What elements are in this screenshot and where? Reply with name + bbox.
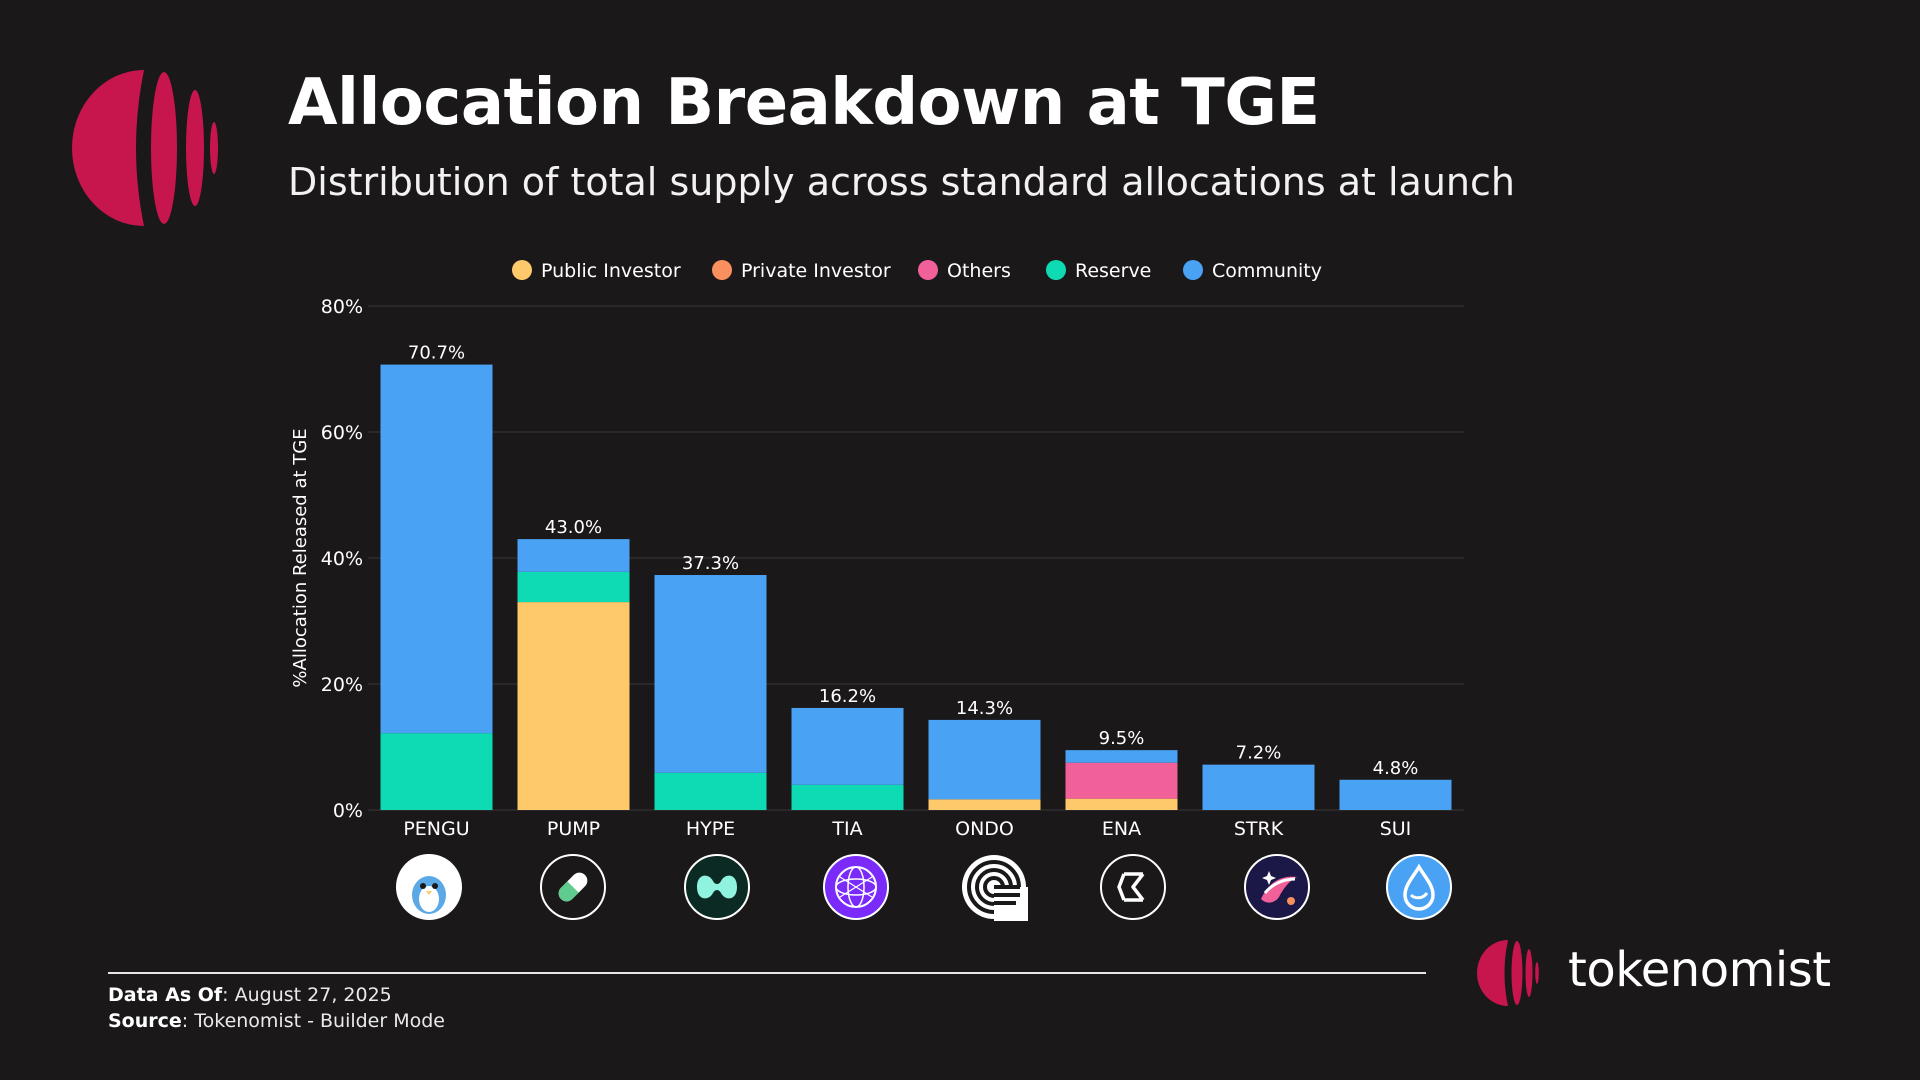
legend-label: Public Investor	[541, 260, 681, 282]
data-as-of: Data As Of: August 27, 2025	[108, 984, 392, 1006]
tokenomist-logo-icon	[71, 69, 218, 226]
x-tick-label: PUMP	[547, 818, 600, 840]
y-axis-label: %Allocation Released at TGE	[290, 428, 311, 687]
legend-item-community[interactable]: Community	[1183, 260, 1322, 282]
bar-segment-community	[1202, 764, 1315, 810]
brand-name: tokenomist	[1568, 942, 1831, 998]
x-tick-label: ENA	[1102, 818, 1141, 840]
tia-icon	[823, 854, 889, 920]
x-tick-label: SUI	[1380, 818, 1412, 840]
bar-total-label: 7.2%	[1236, 743, 1282, 764]
bar-segment-public-investor	[928, 799, 1041, 810]
x-tick-label: ONDO	[955, 818, 1014, 840]
legend-swatch	[712, 260, 732, 280]
ondo-icon	[962, 855, 1028, 921]
bar-segment-community	[791, 707, 904, 785]
legend-item-others[interactable]: Others	[918, 260, 1011, 282]
legend-label: Others	[947, 260, 1011, 282]
bar-segment-public-investor	[1065, 798, 1178, 810]
data-as-of-label: Data As Of	[108, 984, 223, 1006]
bar-total-label: 4.8%	[1373, 758, 1419, 779]
y-tick-label: 0%	[333, 800, 363, 822]
y-tick-label: 80%	[321, 296, 363, 318]
source-label: Source	[108, 1010, 182, 1032]
legend-item-private-investor[interactable]: Private Investor	[712, 260, 891, 282]
bar-total-label: 9.5%	[1099, 728, 1145, 749]
y-axis-ticks: 0% 20% 40% 60% 80%	[321, 296, 363, 822]
bar-segment-reserve	[654, 772, 767, 810]
source-value: : Tokenomist - Builder Mode	[181, 1010, 445, 1032]
source: Source: Tokenomist - Builder Mode	[108, 1010, 445, 1032]
bar-segment-community	[1339, 779, 1452, 810]
bar-segment-reserve	[517, 571, 630, 603]
legend-label: Private Investor	[741, 260, 891, 282]
total-labels: 70.7% 43.0% 37.3% 16.2% 14.3% 9.5% 7.2% 4.8%	[408, 343, 1418, 779]
pengu-icon	[396, 854, 462, 920]
bar-segment-community	[380, 364, 493, 734]
y-tick-label: 40%	[321, 548, 363, 570]
bar-total-label: 43.0%	[545, 517, 602, 538]
ena-icon	[1100, 854, 1166, 920]
bars	[380, 364, 1452, 810]
bar-segment-community	[654, 575, 767, 773]
x-axis-ticks: PENGU PUMP HYPE TIA ONDO ENA STRK SUI	[403, 818, 1411, 840]
data-as-of-value: : August 27, 2025	[222, 984, 392, 1006]
bar-segment-community	[1065, 750, 1178, 763]
strk-icon	[1244, 854, 1310, 920]
x-tick-label: TIA	[831, 818, 862, 840]
x-tick-label: HYPE	[686, 818, 735, 840]
bar-total-label: 37.3%	[682, 553, 739, 574]
bar-total-label: 16.2%	[819, 686, 876, 707]
legend-label: Reserve	[1075, 260, 1151, 282]
page-title: Allocation Breakdown at TGE	[288, 66, 1320, 140]
legend-item-reserve[interactable]: Reserve	[1046, 260, 1151, 282]
footer-divider	[108, 972, 1426, 974]
x-tick-label: PENGU	[403, 818, 469, 840]
page-subtitle: Distribution of total supply across stan…	[288, 160, 1515, 204]
pump-icon	[540, 854, 606, 920]
bar-total-label: 14.3%	[956, 698, 1013, 719]
sui-icon	[1386, 854, 1452, 920]
brand-logo-icon	[1477, 940, 1539, 1006]
legend: Public Investor Private Investor Others Res…	[512, 260, 1322, 282]
hype-icon	[684, 854, 750, 920]
legend-label: Community	[1212, 260, 1322, 282]
bar-segment-others	[1065, 762, 1178, 799]
bar-segment-community	[928, 719, 1041, 800]
bar-segment-reserve	[791, 784, 904, 810]
legend-swatch	[512, 260, 532, 280]
bar-segment-public-investor	[517, 602, 630, 810]
bar-segment-community	[517, 539, 630, 572]
bar-segment-reserve	[380, 733, 493, 810]
bar-total-label: 70.7%	[408, 343, 465, 364]
legend-swatch	[1183, 260, 1203, 280]
legend-item-public-investor[interactable]: Public Investor	[512, 260, 681, 282]
legend-swatch	[918, 260, 938, 280]
legend-swatch	[1046, 260, 1066, 280]
y-tick-label: 60%	[321, 422, 363, 444]
y-tick-label: 20%	[321, 674, 363, 696]
x-tick-label: STRK	[1234, 818, 1284, 840]
